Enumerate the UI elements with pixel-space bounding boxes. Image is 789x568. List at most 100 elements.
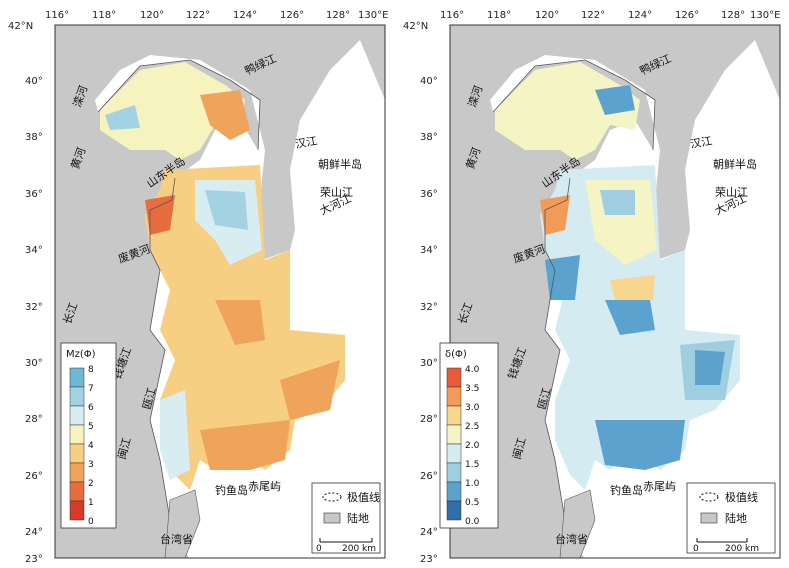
place-minjiang: 闽江 [115, 436, 133, 461]
lat-label: 26° [25, 471, 43, 482]
lon-label: 130°E [750, 10, 780, 21]
legend-color-bars [69, 367, 85, 521]
lon-label: 120° [140, 10, 164, 21]
lat-label: 40° [25, 76, 43, 87]
coastline [492, 59, 656, 521]
land-label: 陆地 [725, 511, 747, 525]
lat-label: 28° [25, 414, 43, 425]
lat-label: 38° [420, 132, 438, 143]
legend-tick: 5 [88, 422, 94, 432]
lon-label: 128° [326, 10, 350, 21]
place-taiwan: 台湾省 [160, 532, 193, 546]
legend-tick: 7 [88, 384, 94, 394]
map-panel-delta: 116° 118° 120° 122° 124° 126° 128° 130°E… [395, 0, 789, 568]
place-rongshanjiang: 荣山江 [715, 186, 748, 199]
map-svg-mz: 116° 118° 120° 122° 124° 126° 128° 130°E… [8, 10, 388, 565]
lon-labels: 116° 118° 120° 122° 124° 126° 128° 130°E [440, 10, 780, 21]
lon-label: 128° [721, 10, 745, 21]
legend-tick: 0.5 [465, 498, 479, 508]
legend-color-bar [446, 386, 462, 407]
legend-color-bar [446, 405, 462, 426]
place-minjiang: 闽江 [510, 436, 528, 461]
lat-label: 34° [25, 245, 43, 256]
lat-label: 26° [420, 471, 438, 482]
place-oujiang: 瓯江 [140, 386, 158, 411]
scale-zero: 0 [693, 544, 699, 554]
lat-label: 32° [420, 302, 438, 313]
legend-color-bar [446, 424, 462, 445]
legend-tick: 2.0 [465, 441, 480, 451]
lat-label: 32° [25, 302, 43, 313]
legend-color-bar [446, 462, 462, 483]
lon-label: 130°E [358, 10, 388, 21]
land-label: 陆地 [347, 511, 369, 525]
lat-labels: 42°N 40° 38° 36° 34° 32° 30° 28° 26° 24°… [403, 21, 438, 565]
legend-tick: 3 [88, 460, 94, 470]
lat-label: 34° [420, 245, 438, 256]
place-chaoxian: 朝鲜半岛 [318, 157, 362, 171]
legend-color-bar [69, 443, 85, 464]
lon-label: 124° [233, 10, 257, 21]
lat-label: 42°N [8, 21, 33, 32]
legend-tick: 0.0 [465, 517, 480, 527]
legend-color-bar [69, 424, 85, 445]
lat-label: 23° [25, 554, 43, 565]
legend-tick: 3.0 [465, 403, 480, 413]
lat-label: 36° [25, 189, 43, 200]
extreme-line-label: 极值线 [347, 490, 380, 504]
map-panel-mz: 116° 118° 120° 122° 124° 126° 128° 130°E… [0, 0, 394, 568]
extreme-line-icon [322, 492, 342, 502]
legend-color-bar [69, 367, 85, 388]
place-chaoxian: 朝鲜半岛 [713, 157, 757, 171]
map-frame [449, 24, 781, 559]
place-chiweiyu: 赤尾屿 [248, 480, 281, 493]
legend-tick: 1.5 [465, 460, 479, 470]
legend-tick: 1.0 [465, 479, 480, 489]
place-diaoyudao: 钓鱼岛 [610, 483, 643, 497]
legend-color-bar [446, 443, 462, 464]
lat-label: 24° [25, 527, 43, 538]
place-hanjiang: 汉江 [294, 134, 318, 151]
legend-tick: 4.0 [465, 365, 480, 375]
lat-labels: 42°N 40° 38° 36° 34° 32° 30° 28° 26° 24°… [8, 21, 43, 565]
info-box-frame [311, 482, 381, 554]
coastline [97, 59, 261, 521]
legend-title: Mz(Φ) [66, 349, 96, 360]
mz-legend: Mz(Φ) 8 7 6 5 4 3 2 1 0 [60, 342, 117, 529]
legend-tick: 2 [88, 479, 94, 489]
lat-label: 30° [420, 358, 438, 369]
legend-color-bar [446, 500, 462, 521]
legend-color-bar [69, 500, 85, 521]
legend-title: δ(Φ) [445, 349, 467, 360]
lon-label: 116° [440, 10, 464, 21]
info-box: 极值线 陆地 0 200 km [686, 482, 776, 554]
extreme-line-label: 极值线 [725, 490, 758, 504]
land-swatch-icon [323, 512, 341, 524]
legend-tick: 3.5 [465, 384, 479, 394]
legend-color-bar [69, 462, 85, 483]
lon-label: 118° [92, 10, 116, 21]
taiwan-island [164, 489, 201, 559]
info-box: 极值线 陆地 0 200 km [311, 482, 381, 554]
place-chiweiyu: 赤尾屿 [643, 480, 676, 493]
legend-color-bar [69, 386, 85, 407]
lat-label: 24° [420, 527, 438, 538]
lon-labels: 116° 118° 120° 122° 124° 126° 128° 130°E [45, 10, 388, 21]
land-swatch-icon [700, 512, 718, 524]
place-taiwan: 台湾省 [555, 532, 588, 546]
legend-color-bar [446, 481, 462, 502]
lon-label: 126° [280, 10, 304, 21]
lon-label: 116° [45, 10, 69, 21]
taiwan-island [559, 489, 596, 559]
map-svg-delta: 116° 118° 120° 122° 124° 126° 128° 130°E… [403, 10, 781, 565]
place-oujiang: 瓯江 [535, 386, 553, 411]
lat-label: 36° [420, 189, 438, 200]
lon-label: 122° [186, 10, 210, 21]
delta-legend: δ(Φ) 4.0 3.5 3.0 2.5 2.0 1.5 1.0 0.5 0.0 [439, 342, 499, 529]
scale-label: 200 km [342, 544, 376, 554]
map-frame [54, 24, 386, 559]
legend-tick: 1 [88, 498, 94, 508]
legend-tick-labels: 4.0 3.5 3.0 2.5 2.0 1.5 1.0 0.5 0.0 [465, 365, 480, 527]
lat-label: 42°N [403, 21, 428, 32]
extreme-line-icon [699, 492, 719, 502]
